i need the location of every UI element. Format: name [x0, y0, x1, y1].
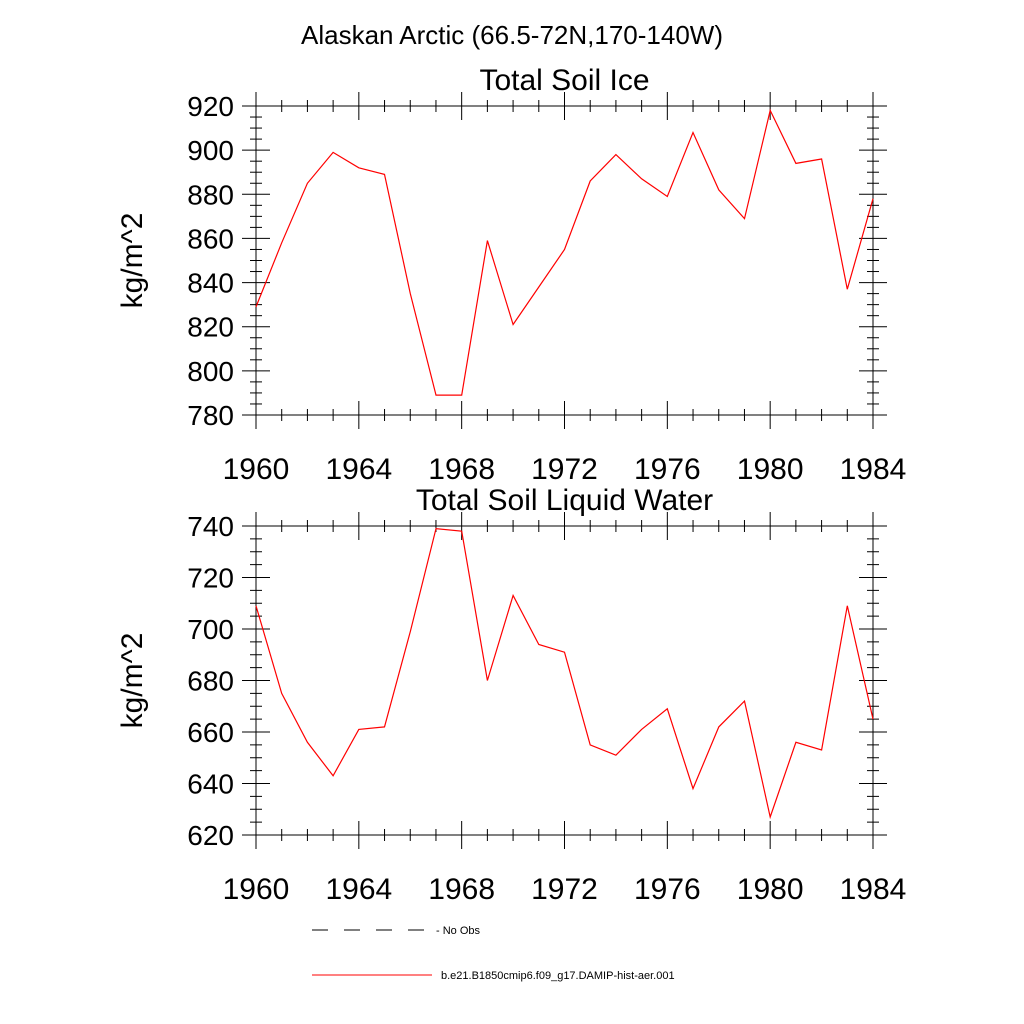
y-tick-label: 780 [187, 400, 234, 431]
legend-label: - No Obs [436, 925, 481, 937]
y-tick-label: 800 [187, 356, 234, 387]
y-tick-label: 820 [187, 312, 234, 343]
series-line [255, 108, 874, 396]
x-tick-label: 1968 [428, 453, 495, 486]
y-tick-label: 620 [187, 820, 234, 851]
y-tick-label: 640 [187, 769, 234, 800]
plot-frame [255, 105, 874, 416]
y-tick-label: 660 [187, 717, 234, 748]
y-axis-label: kg/m^2 [116, 633, 149, 729]
y-tick-label: 860 [187, 223, 234, 254]
x-tick-label: 1960 [223, 873, 290, 906]
x-tick-label: 1976 [634, 453, 701, 486]
y-tick-label: 740 [187, 511, 234, 542]
y-tick-label: 880 [187, 179, 234, 210]
legend-label: b.e21.B1850cmip6.f09_g17.DAMIP-hist-aer.… [441, 970, 675, 982]
chart-panels: Total Soil Ice 1960 1964 1968 1972 1976 1980 19… [116, 64, 906, 906]
x-tick-label: 1972 [531, 453, 598, 486]
y-tick-label: 920 [187, 91, 234, 122]
panel-2: Total Soil Liquid Water 1960 1964 1968 1972 1… [116, 484, 906, 906]
x-tick-label: 1972 [531, 873, 598, 906]
y-tick-label: 700 [187, 614, 234, 645]
y-tick-label: 840 [187, 268, 234, 299]
y-tick-label: 680 [187, 666, 234, 697]
x-tick-label: 1964 [325, 453, 392, 486]
legend-entry: b.e21.B1850cmip6.f09_g17.DAMIP-hist-aer.… [312, 970, 675, 982]
panel-1: Total Soil Ice 1960 1964 1968 1972 1976 1980 19… [116, 64, 906, 486]
x-tick-label: 1984 [840, 873, 907, 906]
x-tick-label: 1960 [223, 453, 290, 486]
x-tick-label: 1976 [634, 873, 701, 906]
x-tick-label: 1980 [737, 453, 804, 486]
y-tick-label: 900 [187, 135, 234, 166]
legend: - No Obs b.e21.B1850cmip6.f09_g17.DAMIP-h… [312, 925, 675, 982]
figure-suptitle: Alaskan Arctic (66.5-72N,170-140W) [301, 20, 723, 50]
y-tick-label: 720 [187, 563, 234, 594]
x-tick-label: 1984 [840, 453, 907, 486]
x-tick-label: 1968 [428, 873, 495, 906]
legend-entry: - No Obs [312, 925, 481, 937]
x-tick-label: 1980 [737, 873, 804, 906]
series-line [255, 527, 874, 820]
x-tick-label: 1964 [325, 873, 392, 906]
y-axis-label: kg/m^2 [116, 213, 149, 309]
panel-title: Total Soil Ice [479, 64, 649, 97]
panel-title: Total Soil Liquid Water [416, 484, 713, 517]
